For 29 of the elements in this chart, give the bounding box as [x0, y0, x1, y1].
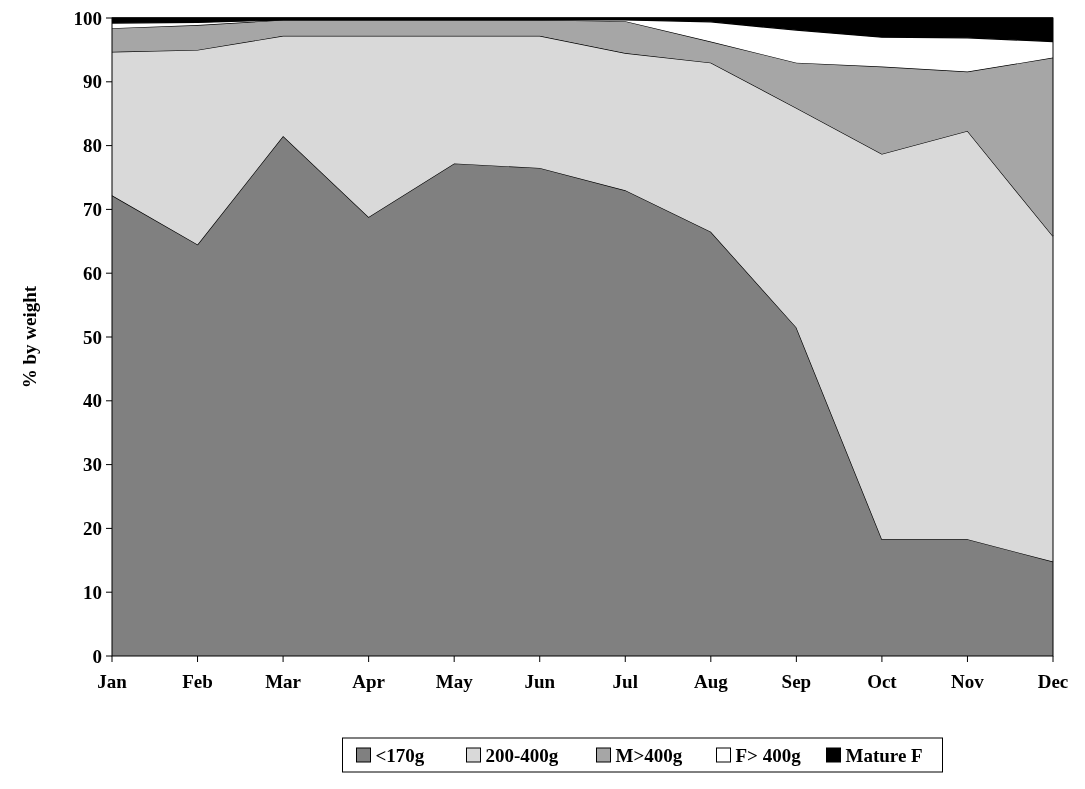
y-axis-title: % by weight: [19, 285, 40, 389]
y-tick-label: 90: [83, 71, 102, 93]
x-tick-label: Dec: [1037, 671, 1069, 692]
x-tick-label: Jun: [524, 671, 556, 692]
y-tick-label: 80: [83, 135, 102, 157]
x-tick-label: Jul: [612, 671, 638, 692]
y-tick-label: 20: [83, 518, 102, 540]
y-tick-label: 70: [83, 199, 102, 221]
x-tick-label: Nov: [951, 671, 985, 692]
x-tick-label: May: [435, 671, 474, 692]
x-tick-label: Feb: [182, 671, 213, 692]
y-tick-label: 100: [73, 7, 102, 29]
legend-label: 200-400g: [485, 744, 559, 766]
legend-label: Mature F: [845, 744, 923, 766]
legend-label: <170g: [375, 744, 425, 766]
x-tick-label: Sep: [781, 671, 812, 692]
x-tick-label: Oct: [867, 671, 898, 692]
legend-label: M>400g: [615, 744, 683, 766]
y-tick-label: 40: [83, 390, 102, 412]
legend-label: F> 400g: [735, 744, 802, 766]
x-tick-label: Aug: [693, 671, 729, 692]
x-tick-label: Jan: [97, 671, 128, 692]
y-tick-label: 10: [83, 581, 102, 603]
y-tick-label: 0: [92, 645, 102, 667]
y-tick-label: 30: [83, 454, 102, 476]
x-tick-label: Mar: [265, 671, 302, 692]
y-tick-label: 60: [83, 262, 102, 284]
x-tick-label: Apr: [352, 671, 386, 692]
y-tick-label: 50: [83, 326, 102, 348]
